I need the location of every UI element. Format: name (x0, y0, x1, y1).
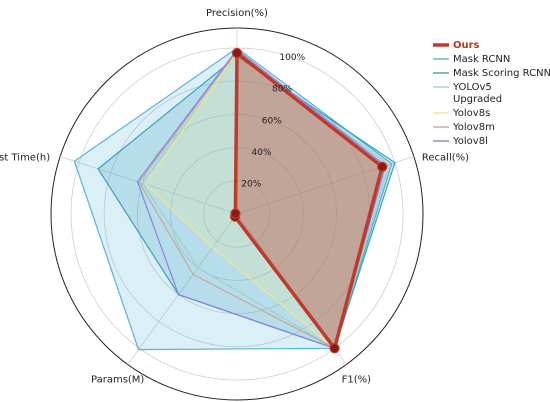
data-point-ours (231, 47, 243, 59)
radar-series (73, 47, 396, 354)
radial-tick-label: 20% (241, 179, 261, 189)
legend-item-yolov8m: Yolov8m (452, 122, 495, 133)
radial-tick-label: 100% (279, 53, 305, 63)
legend-item-yolov5-upgraded: YOLOv5 Upgraded (452, 82, 502, 105)
radial-tick-label: 80% (272, 85, 292, 95)
radial-tick-label: 40% (252, 148, 272, 158)
axis-label-cost-time-h: Cost Time(h) (0, 153, 50, 164)
legend-item-mask-rcnn: Mask RCNN (453, 54, 510, 65)
axis-label-recall: Recall(%) (422, 153, 469, 164)
radar-labels: 20% 40% 60% 80% 100% Precision(%) Recall(%) F1(… (0, 8, 469, 385)
axis-label-f1: F1(%) (342, 374, 372, 385)
legend-item-ours: Ours (453, 40, 480, 51)
legend-item-yolov8s: Yolov8s (452, 108, 490, 119)
legend-item-mask-scoring-rcnn: Mask Scoring RCNN (453, 68, 550, 79)
radar-spoke (127, 213, 238, 365)
radial-tick-label: 60% (262, 116, 282, 126)
data-point-ours (230, 208, 241, 219)
data-point-ours (329, 343, 340, 354)
legend-item-yolov8l: Yolov8l (452, 136, 488, 147)
data-point-ours (377, 161, 388, 172)
axis-label-params-m: Params(M) (91, 374, 144, 385)
radar-spoke (59, 156, 238, 215)
series-yolov8l (136, 49, 386, 349)
axis-label-precision: Precision(%) (206, 8, 268, 19)
series-yolov5-upgraded (141, 53, 390, 349)
chart-legend: Ours Mask RCNN Mask Scoring RCNN YOLOv5 Upgr… (433, 40, 550, 147)
series-ours (233, 51, 384, 351)
